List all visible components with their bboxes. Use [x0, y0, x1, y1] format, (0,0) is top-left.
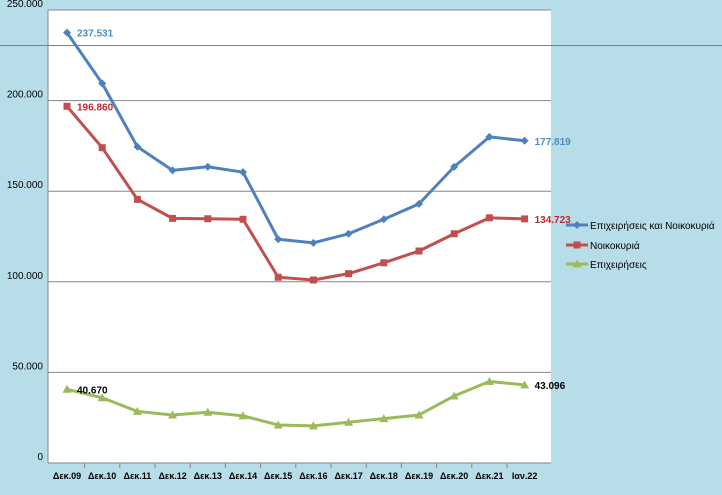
legend-square-marker [573, 241, 581, 249]
data-point [239, 215, 247, 223]
x-tick-label: Δεκ.19 [405, 471, 433, 481]
x-tick-label: Δεκ.10 [88, 471, 116, 481]
y-tick-label: 150.000 [7, 180, 44, 191]
x-tick-label: Δεκ.12 [158, 471, 186, 481]
data-label: 196.860 [77, 102, 114, 113]
legend-label: Επιχειρήσεις [590, 259, 647, 271]
data-point [273, 420, 283, 429]
data-point [344, 229, 353, 238]
plot-area [48, 10, 551, 463]
data-point [97, 393, 107, 402]
x-tick-label: Δεκ.09 [53, 471, 81, 481]
x-tick-label: Δεκ.16 [299, 471, 327, 481]
data-point [168, 410, 178, 419]
x-tick-label: Δεκ.18 [370, 471, 398, 481]
data-point [203, 162, 212, 171]
data-point [169, 214, 177, 222]
data-point [520, 380, 530, 389]
data-point [274, 273, 282, 281]
data-point [63, 102, 71, 110]
data-point [309, 238, 318, 247]
y-tick-label: 50.000 [12, 361, 43, 372]
legend-label: Επιχειρήσεις και Νοικοκυριά [590, 220, 715, 232]
x-tick-label: Δεκ.13 [194, 471, 222, 481]
legend-label: Νοικοκυριά [590, 240, 640, 252]
data-point [133, 195, 141, 203]
legend-diamond-marker [573, 221, 581, 229]
data-labels: 237.531 177.819 196.860 134.723 40.670 43.096 [77, 29, 571, 397]
data-point [309, 276, 317, 284]
axes: 0 50.000 100.000 150.000 200.000 250.000 Δεκ.0… [7, 0, 551, 481]
data-point [308, 421, 318, 430]
data-point [450, 230, 458, 238]
legend: Επιχειρήσεις και Νοικοκυριά Νοικοκυριά Επι… [566, 220, 715, 271]
data-point [521, 215, 529, 223]
data-point [414, 410, 424, 419]
data-label: 134.723 [535, 215, 572, 226]
data-point [379, 414, 389, 423]
data-point [168, 166, 177, 175]
series-line-0 [65, 31, 525, 245]
y-tick-label: 100.000 [7, 271, 44, 282]
y-tick-label: 250.000 [7, 0, 44, 10]
data-point [485, 214, 493, 222]
data-point [98, 144, 106, 152]
data-point [133, 142, 142, 151]
data-point [380, 259, 388, 267]
data-point [204, 215, 212, 223]
data-point [344, 417, 354, 426]
data-label: 40.670 [77, 385, 108, 396]
data-point [450, 162, 459, 171]
data-point [62, 384, 72, 393]
data-point [485, 132, 494, 141]
data-point [484, 376, 494, 385]
data-point [345, 270, 353, 278]
x-tick-label: Ιαν.22 [512, 471, 538, 481]
series-line-2 [66, 379, 525, 428]
data-point [274, 235, 283, 244]
data-point [379, 215, 388, 224]
series-group [62, 28, 530, 430]
x-tick-label: Δεκ.17 [334, 471, 362, 481]
data-label: 237.531 [77, 29, 114, 40]
data-label: 177.819 [535, 137, 572, 148]
data-point [239, 168, 247, 177]
x-tick-label: Δεκ.15 [264, 471, 292, 481]
data-label: 43.096 [535, 381, 566, 392]
data-point [98, 79, 107, 88]
x-tick-label: Δεκ.14 [229, 471, 257, 481]
data-point [63, 28, 71, 37]
data-point [449, 391, 459, 400]
data-point [415, 247, 423, 255]
data-point [132, 406, 142, 415]
x-tick-label: Δεκ.11 [124, 471, 152, 481]
data-point [203, 407, 213, 416]
series-line-1 [65, 105, 525, 282]
data-point [415, 199, 423, 208]
legend-triangle-marker [572, 259, 582, 268]
data-point [520, 136, 529, 145]
data-point [238, 411, 248, 420]
y-tick-label: 200.000 [7, 90, 44, 101]
x-tick-label: Δεκ.20 [440, 471, 468, 481]
x-tick-label: Δεκ.21 [475, 471, 503, 481]
y-tick-label: 0 [37, 452, 43, 463]
